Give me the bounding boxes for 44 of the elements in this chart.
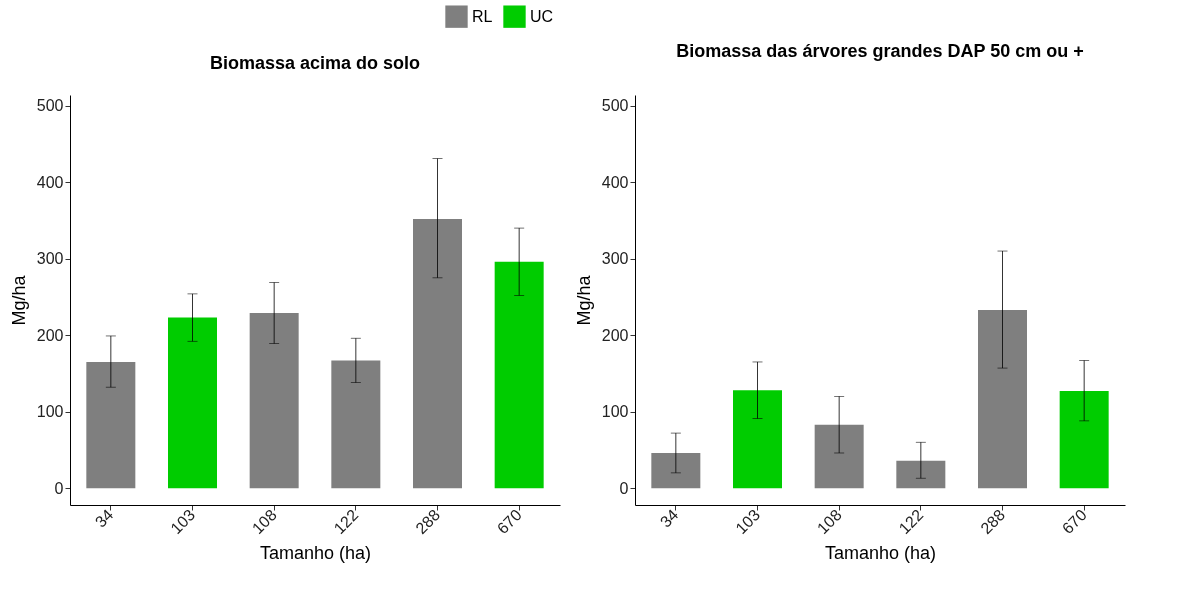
chart-title: Biomassa acima do solo [209, 53, 421, 73]
bar [494, 261, 544, 489]
bar [331, 360, 381, 489]
y-tick-label: 400 [36, 173, 64, 191]
y-tick-label: 400 [601, 173, 629, 191]
y-tick-label: 100 [36, 403, 64, 421]
x-axis-title: Tamanho (ha) [259, 543, 372, 564]
y-tick-label: 200 [36, 326, 64, 344]
y-axis-title: Mg/ha [8, 274, 29, 326]
bar [651, 452, 701, 489]
x-tick-label: 103 [167, 506, 199, 538]
x-tick-label: 34 [656, 506, 682, 531]
x-tick-label: 103 [732, 506, 764, 538]
y-tick-label: 300 [36, 250, 64, 268]
bar [168, 317, 217, 489]
bar [1059, 391, 1109, 489]
y-axis-title: Mg/ha [573, 274, 594, 326]
x-tick-label: 670 [1058, 506, 1090, 538]
y-tick-label: 500 [601, 97, 629, 115]
x-tick-label: 670 [493, 506, 525, 538]
bar [733, 390, 782, 489]
x-tick-label: 288 [977, 506, 1009, 538]
x-tick-label: 108 [248, 506, 280, 538]
y-tick-label: 300 [601, 250, 629, 268]
bar [896, 460, 946, 489]
chart-title: Biomassa das árvores grandes DAP 50 cm ou + [676, 41, 1084, 61]
y-tick-label: 200 [601, 326, 629, 344]
y-tick-label: 500 [36, 97, 64, 115]
y-tick-label: 100 [601, 403, 629, 421]
bar [86, 361, 136, 489]
bar [814, 424, 864, 489]
x-axis-title: Tamanho (ha) [824, 543, 937, 564]
y-tick-label: 0 [54, 479, 64, 497]
x-tick-label: 122 [330, 506, 362, 538]
x-tick-label: 108 [813, 506, 845, 538]
bar [413, 218, 462, 489]
legend-label: UC [530, 7, 554, 25]
x-tick-label: 122 [895, 506, 927, 538]
y-tick-label: 0 [619, 479, 629, 497]
legend-label: RL [472, 7, 493, 25]
x-tick-label: 288 [412, 506, 444, 538]
x-tick-label: 34 [91, 506, 117, 531]
bar [249, 313, 299, 489]
bar [978, 309, 1027, 489]
